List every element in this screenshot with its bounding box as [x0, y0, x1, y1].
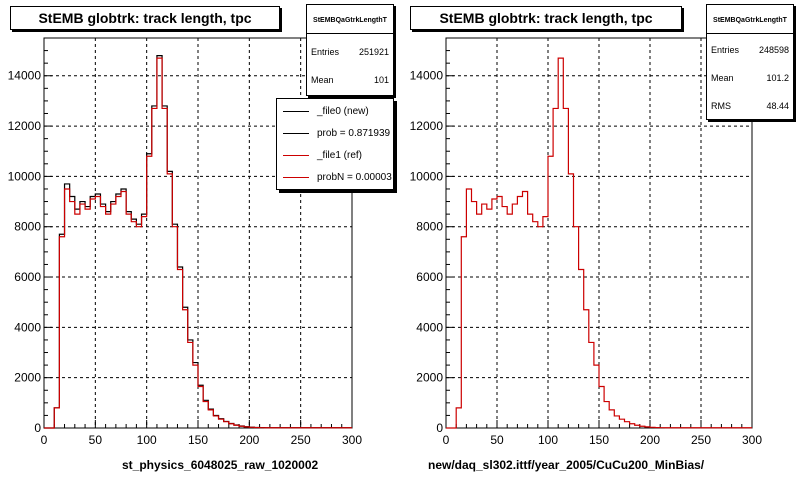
left-y-tick-label: 8000 [14, 220, 41, 234]
right-y-tick-label: 4000 [416, 320, 443, 334]
legend-entry-probn: probN = 0.00003 [277, 167, 392, 187]
legend-label-file1: _file1 (ref) [317, 149, 363, 161]
right-y-tick-label: 14000 [410, 69, 444, 83]
left-stats-box: StEMBQaGtrkLengthT Entries 251921 Mean 1… [306, 4, 394, 96]
left-y-tick-label: 12000 [8, 119, 42, 133]
left-x-tick-label: 100 [137, 433, 157, 447]
left-stats-mean-value: 101 [373, 75, 389, 85]
legend-entry-file1: _file1 (ref) [277, 145, 362, 165]
right-stats-mean-value: 101.2 [766, 73, 789, 83]
left-y-tick-label: 10000 [8, 169, 42, 183]
legend-line-file1 [283, 154, 309, 156]
legend-line-probn [283, 176, 309, 178]
right-x-tick-label: 0 [443, 433, 450, 447]
left-series-1-line [44, 57, 352, 429]
left-stats-row-mean: Mean 101 [311, 75, 389, 85]
right-x-tick-label: 250 [691, 433, 711, 447]
left-y-tick-label: 2000 [14, 371, 41, 385]
right-stats-row-entries: Entries 248598 [711, 45, 789, 55]
right-y-tick-label: 10000 [410, 169, 444, 183]
left-x-axis-label: st_physics_6048025_raw_1020002 [122, 458, 319, 472]
right-y-tick-label: 0 [436, 421, 443, 435]
right-y-tick-label: 12000 [410, 119, 444, 133]
right-stats-entries-value: 248598 [758, 45, 789, 55]
left-chart-title-text: StEMB globtrk: track length, tpc [38, 10, 252, 26]
right-x-tick-label: 50 [490, 433, 504, 447]
left-y-tick-label: 0 [34, 421, 41, 435]
left-stats-row-entries: Entries 251921 [311, 47, 389, 57]
right-x-tick-label: 150 [589, 433, 609, 447]
legend-label-prob: prob = 0.871939 [317, 127, 391, 139]
right-stats-rms-value: 48.44 [766, 101, 789, 111]
right-series-0-line [446, 57, 752, 429]
legend-line-prob [283, 132, 309, 134]
right-chart-title: StEMB globtrk: track length, tpc [410, 6, 682, 30]
left-chart-title: StEMB globtrk: track length, tpc [10, 6, 280, 30]
right-stats-name: StEMBQaGtrkLengthT [713, 17, 787, 24]
legend-label-file0: _file0 (new) [317, 105, 369, 117]
left-x-tick-label: 150 [188, 433, 208, 447]
left-stats-entries-value: 251921 [358, 47, 389, 57]
right-stats-separator [707, 33, 793, 34]
right-stats-box: StEMBQaGtrkLengthT Entries 248598 Mean 1… [706, 4, 794, 120]
left-y-tick-label: 6000 [14, 270, 41, 284]
right-chart-title-text: StEMB globtrk: track length, tpc [439, 10, 653, 26]
left-x-tick-label: 0 [41, 433, 48, 447]
left-y-tick-label: 14000 [8, 69, 42, 83]
right-x-tick-label: 100 [538, 433, 558, 447]
left-stats-mean-label: Mean [311, 75, 334, 85]
left-legend: _file0 (new) prob = 0.871939 _file1 (ref… [276, 98, 394, 190]
legend-line-file0 [283, 110, 309, 112]
right-stats-mean-label: Mean [711, 73, 734, 83]
left-x-tick-label: 50 [89, 433, 103, 447]
right-stats-entries-label: Entries [711, 45, 740, 55]
left-stats-name: StEMBQaGtrkLengthT [313, 17, 387, 24]
right-stats-row-rms: RMS 48.44 [711, 101, 789, 111]
left-y-tick-label: 4000 [14, 320, 41, 334]
right-y-tick-label: 6000 [416, 270, 443, 284]
legend-entry-prob: prob = 0.871939 [277, 123, 390, 143]
left-x-tick-label: 250 [291, 433, 311, 447]
right-x-axis-label: new/daq_sl302.ittf/year_2005/CuCu200_Min… [428, 458, 705, 472]
legend-label-probn: probN = 0.00003 [317, 171, 392, 183]
right-x-tick-label: 300 [742, 433, 762, 447]
right-y-tick-label: 2000 [416, 371, 443, 385]
right-stats-row-mean: Mean 101.2 [711, 73, 789, 83]
legend-entry-file0: _file0 (new) [277, 101, 369, 121]
left-x-tick-label: 200 [239, 433, 259, 447]
right-stats-rms-label: RMS [711, 101, 731, 111]
left-x-tick-label: 300 [342, 433, 362, 447]
left-stats-entries-label: Entries [311, 47, 340, 57]
right-x-tick-label: 200 [640, 433, 660, 447]
left-stats-separator [307, 33, 393, 34]
right-y-tick-label: 8000 [416, 220, 443, 234]
